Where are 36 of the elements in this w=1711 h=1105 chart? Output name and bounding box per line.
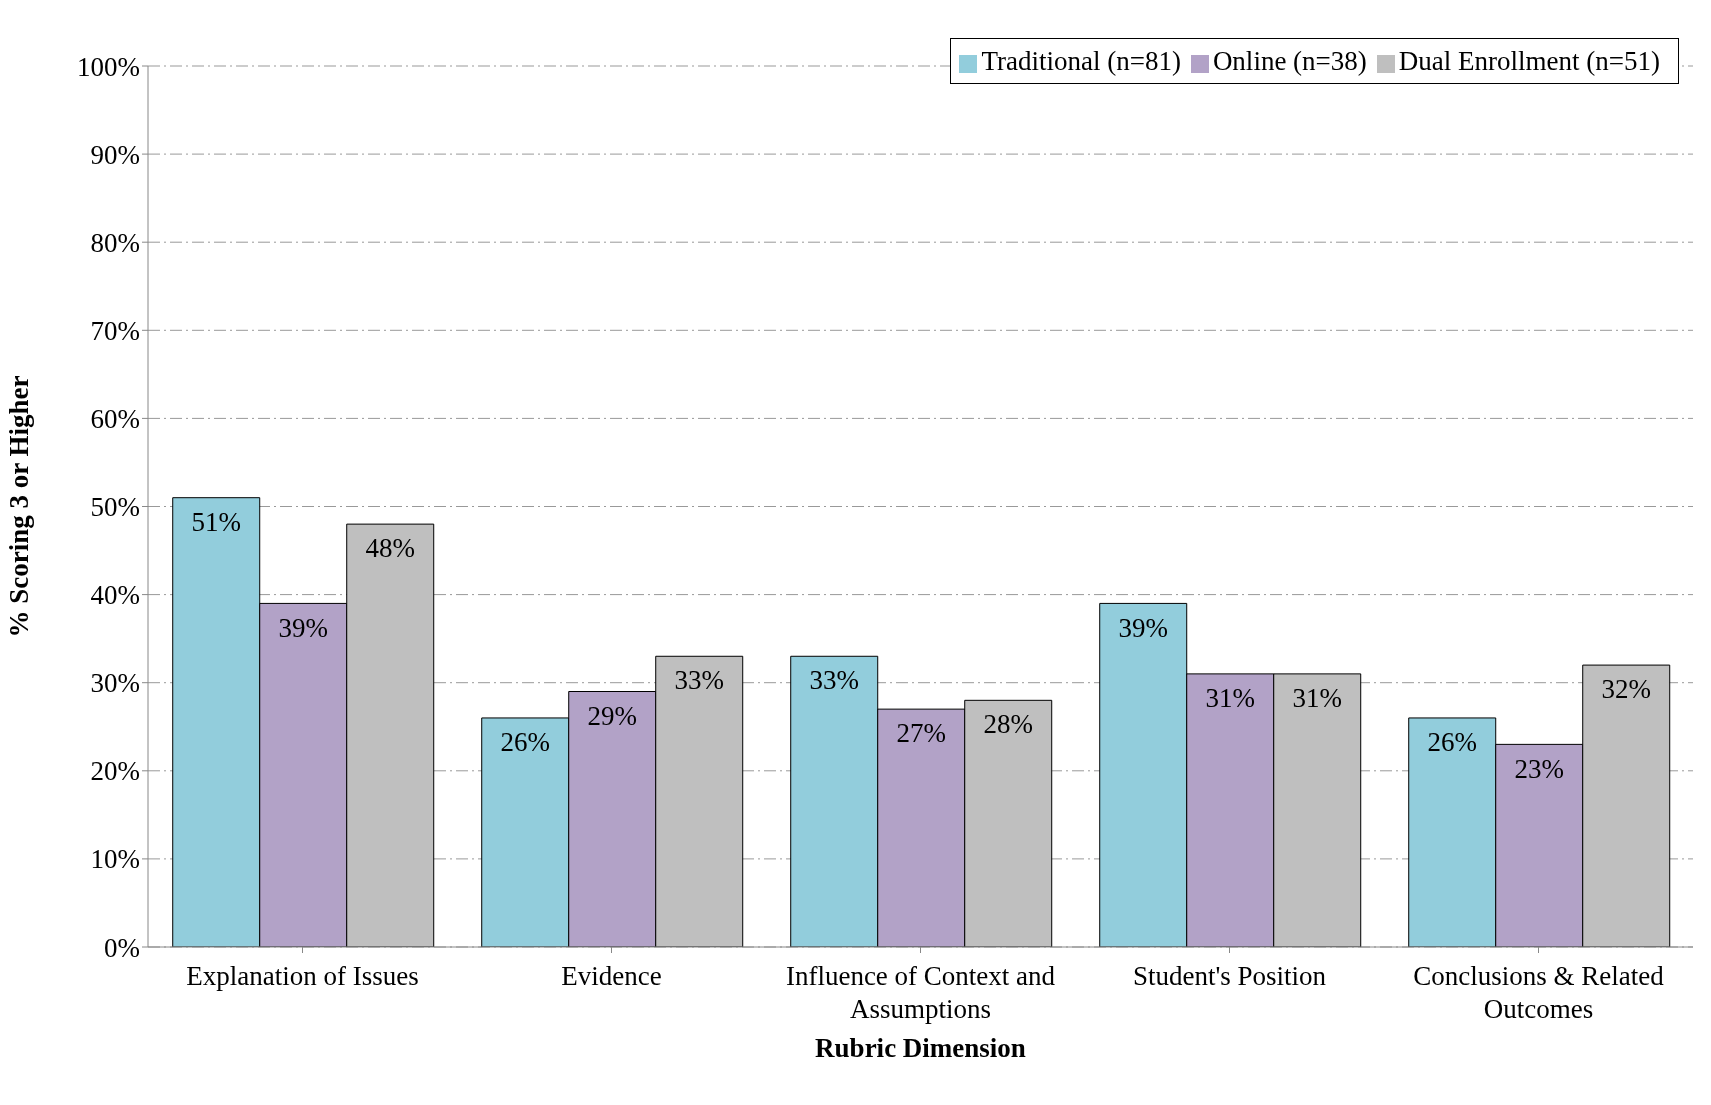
y-tick-label: 50% [90,492,140,523]
x-tick-label: Explanation of Issues [186,961,419,991]
y-tick-label: 40% [90,580,140,611]
data-label: 39% [1118,612,1168,643]
x-tick-label: Student's Position [1132,961,1327,991]
y-tick-label: 0% [104,932,140,963]
x-tick-label: Influence of Context and Assumptions [785,961,1056,1024]
y-tick-label: 20% [90,756,140,787]
legend-label: Traditional (n=81) [981,46,1181,76]
data-label: 31% [1205,683,1255,714]
data-label: 26% [1427,727,1477,758]
data-label: 33% [674,665,724,696]
y-tick-label: 60% [90,403,140,434]
x-axis-title: Rubric Dimension [815,1033,1026,1063]
y-tick-label: 90% [90,139,140,170]
data-label: 48% [365,533,415,564]
y-axis-title: % Scoring 3 or Higher [3,375,34,638]
legend-label: Dual Enrollment (n=51) [1398,46,1660,76]
data-label: 32% [1601,674,1651,705]
data-label: 51% [191,506,241,537]
y-tick-label: 70% [90,315,140,346]
data-label: 33% [809,665,859,696]
data-label: 39% [278,612,328,643]
y-tick-label: 80% [90,227,140,258]
data-label: 29% [587,700,637,731]
y-tick-label: 10% [90,844,140,875]
data-label: 23% [1514,753,1564,784]
y-tick-label: 100% [77,51,140,82]
data-label: 27% [896,718,946,749]
x-tick-label: Evidence [561,961,662,991]
data-label: 26% [500,727,550,758]
legend-label: Online (n=38) [1212,46,1367,76]
y-tick-label: 30% [90,668,140,699]
data-label: 28% [983,709,1033,740]
x-tick-label: Conclusions & Related Outcomes [1413,961,1665,1024]
data-label: 31% [1292,683,1342,714]
